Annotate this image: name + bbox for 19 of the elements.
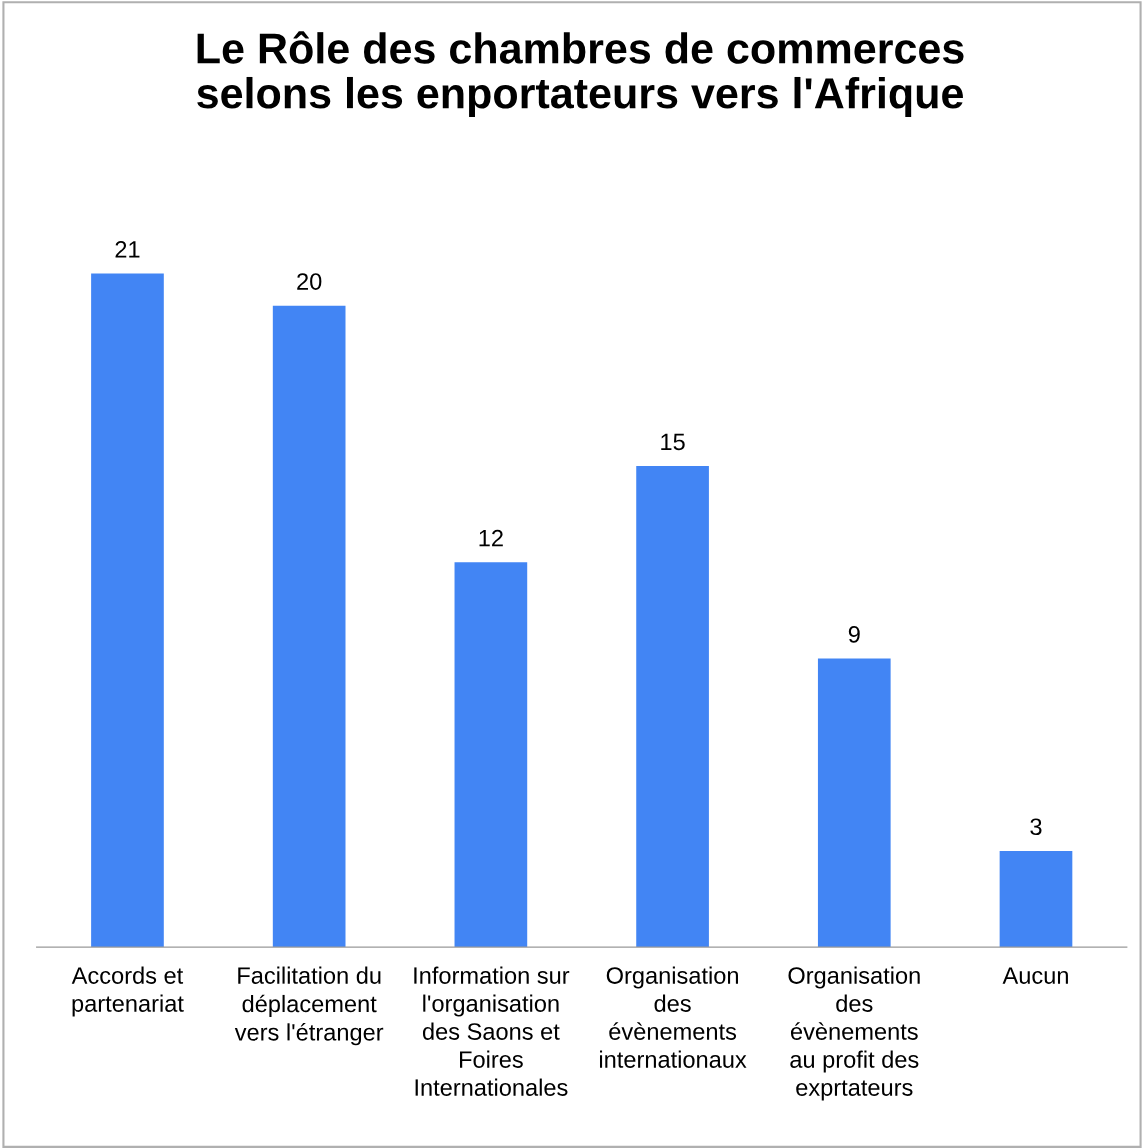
data-label: 21 [115,241,140,258]
x-tick-label: Aucun [1002,967,1068,984]
x-tick-label: Organisation des évènements internationaux [600,966,747,1068]
data-label: 9 [848,625,860,643]
x-tick-label: Organisation des évènements au profit des exprtateurs [788,966,920,1101]
x-tick-label: Facilitation du déplacement vers l'étranger [234,966,384,1046]
bar [817,658,891,948]
bar [272,305,346,948]
x-tick-label: Information sur l'organisation des Saons et Foires Internationales [414,966,570,1096]
x-tick-label: Accords et partenariat [71,966,184,1017]
data-label: 15 [661,433,685,451]
bar [454,562,528,948]
bar [999,850,1073,948]
bar [636,466,709,948]
bar [91,273,164,948]
data-label: 12 [479,529,503,547]
chart-title: Le Rôle des chambres de commerces selons les enportateurs vers l'Afrique [197,31,964,118]
data-label: 3 [1030,818,1042,836]
data-label: 20 [297,273,322,290]
